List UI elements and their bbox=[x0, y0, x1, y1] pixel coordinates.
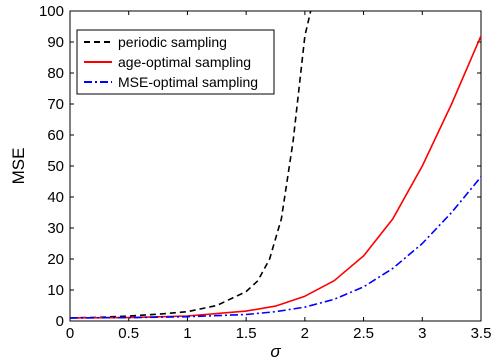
x-tick-label: 0 bbox=[66, 325, 74, 342]
series-line-mse-optimal-sampling bbox=[69, 176, 482, 319]
series-line-periodic-sampling bbox=[69, 10, 312, 319]
y-tick-label: 20 bbox=[47, 251, 64, 268]
x-tick-label: 1.5 bbox=[236, 325, 257, 342]
x-axis-label: σ bbox=[270, 342, 281, 361]
x-tick-label: 1 bbox=[183, 325, 191, 342]
legend-label-age-optimal: age-optimal sampling bbox=[118, 54, 251, 70]
y-tick-label: 0 bbox=[56, 313, 64, 330]
legend: periodic sampling age-optimal sampling M… bbox=[76, 29, 275, 95]
x-tick-label: 3 bbox=[418, 325, 426, 342]
series-layer bbox=[69, 10, 482, 319]
y-tick-label: 30 bbox=[47, 220, 64, 237]
y-tick-label: 60 bbox=[47, 127, 64, 144]
y-tick-label: 50 bbox=[47, 158, 64, 175]
y-axis-label: MSE bbox=[9, 148, 28, 185]
y-tick-label: 80 bbox=[47, 65, 64, 82]
x-tick-label: 0.5 bbox=[118, 325, 139, 342]
y-axis-ticks: 0 10 20 30 40 50 60 70 80 90 100 bbox=[39, 3, 481, 330]
y-tick-label: 10 bbox=[47, 282, 64, 299]
x-axis-ticks: 0 0.5 1 1.5 2 2.5 3 3.5 bbox=[66, 11, 492, 342]
y-tick-label: 90 bbox=[47, 34, 64, 51]
y-tick-label: 40 bbox=[47, 189, 64, 206]
x-tick-label: 3.5 bbox=[471, 325, 492, 342]
x-tick-label: 2 bbox=[301, 325, 309, 342]
legend-label-periodic: periodic sampling bbox=[118, 34, 227, 50]
legend-label-mse-optimal: MSE-optimal sampling bbox=[118, 74, 258, 90]
y-tick-label: 100 bbox=[39, 3, 64, 20]
y-tick-label: 70 bbox=[47, 96, 64, 113]
x-tick-label: 2.5 bbox=[353, 325, 374, 342]
